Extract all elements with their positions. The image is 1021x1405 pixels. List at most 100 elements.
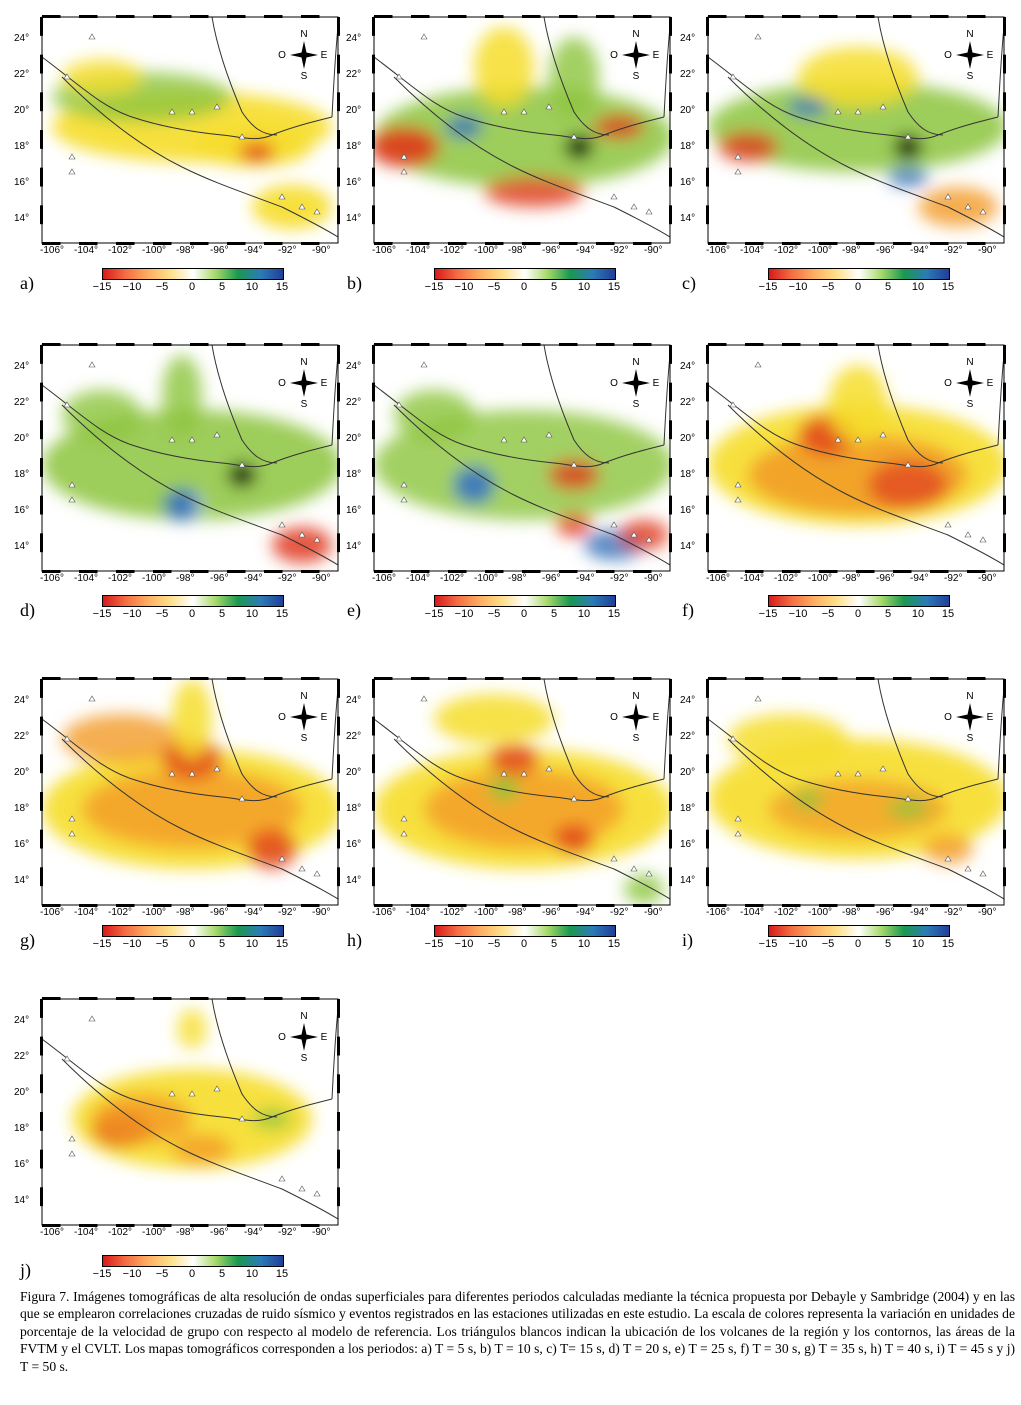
anomaly-region bbox=[252, 185, 332, 229]
lon-tick-label: -104° bbox=[74, 245, 99, 256]
volcano-triangle bbox=[278, 193, 286, 200]
lon-tick-label: -94° bbox=[910, 907, 929, 918]
coastline bbox=[374, 56, 665, 140]
lon-tick-label: -104° bbox=[74, 1227, 99, 1238]
trench-line bbox=[727, 76, 1004, 238]
lon-tick-label: -104° bbox=[406, 573, 431, 584]
volcano-triangle bbox=[63, 1055, 71, 1062]
volcano-triangle bbox=[313, 536, 321, 543]
lat-tick-label: 14° bbox=[14, 541, 30, 552]
lon-tick-label: -94° bbox=[910, 245, 929, 256]
color-scale-bar bbox=[102, 1255, 284, 1267]
volcano-triangle bbox=[520, 770, 528, 777]
volcano-triangle bbox=[238, 795, 246, 802]
volcano-triangle bbox=[188, 1090, 196, 1097]
compass-e-label: E bbox=[321, 50, 328, 61]
volcano-triangle bbox=[729, 73, 737, 80]
color-scale-bar bbox=[768, 595, 950, 607]
volcano-triangle bbox=[420, 695, 428, 702]
lon-tick-label: -104° bbox=[74, 907, 99, 918]
color-scale-tick: −5 bbox=[821, 608, 835, 620]
tomography-panel: N S E O 24° 22° 20° 18° 16° 14° -106° -104° -102° -10… bbox=[680, 677, 1012, 930]
anomaly-region bbox=[828, 365, 888, 445]
anomaly-region bbox=[918, 187, 998, 227]
tomography-map: N S E O bbox=[40, 677, 340, 907]
color-scale-tick: 0 bbox=[188, 1268, 196, 1280]
color-scale-tick: −10 bbox=[454, 608, 474, 620]
volcano-triangle bbox=[63, 73, 71, 80]
anomaly-region bbox=[923, 834, 973, 864]
anomaly-region bbox=[728, 714, 848, 764]
anomaly-region bbox=[708, 82, 1004, 172]
color-scale-tick: 5 bbox=[218, 281, 226, 293]
lon-tick-label: -100° bbox=[142, 573, 167, 584]
lat-tick-label: 24° bbox=[680, 33, 696, 44]
compass-s-label: S bbox=[301, 399, 308, 410]
tomography-map: N S E O bbox=[706, 343, 1006, 573]
anomaly-region bbox=[228, 463, 256, 487]
color-scale-tick: 0 bbox=[188, 938, 196, 950]
anomaly-region bbox=[868, 460, 948, 510]
volcano-triangle bbox=[500, 108, 508, 115]
lon-tick-label: -90° bbox=[312, 245, 331, 256]
lon-tick-label: -106° bbox=[372, 573, 397, 584]
color-scale-tick: −10 bbox=[454, 281, 474, 293]
volcano-triangle bbox=[734, 481, 742, 488]
color-scale-tick: 0 bbox=[188, 281, 196, 293]
anomaly-region bbox=[374, 87, 670, 187]
volcano-triangle bbox=[395, 73, 403, 80]
tomography-map: N S E O bbox=[40, 15, 340, 245]
volcano-triangle bbox=[754, 361, 762, 368]
lon-tick-label: -100° bbox=[808, 573, 833, 584]
lon-tick-label: -102° bbox=[440, 907, 465, 918]
volcano-triangle bbox=[313, 1190, 321, 1197]
compass-n-label: N bbox=[632, 29, 639, 40]
volcano-triangle bbox=[610, 855, 618, 862]
lat-tick-label: 16° bbox=[14, 177, 30, 188]
volcano-triangle bbox=[168, 108, 176, 115]
lat-tick-label: 20° bbox=[346, 433, 362, 444]
volcano-triangle bbox=[213, 431, 221, 438]
panel-label: g) bbox=[20, 930, 35, 950]
compass-rose: N S E O bbox=[944, 357, 994, 410]
lon-tick-label: -94° bbox=[244, 573, 263, 584]
color-scale-tick: −5 bbox=[487, 938, 501, 950]
coastline bbox=[374, 718, 665, 802]
volcano-triangle bbox=[979, 208, 987, 215]
compass-s-label: S bbox=[301, 1053, 308, 1064]
panel-label: d) bbox=[20, 600, 35, 620]
lat-tick-label: 18° bbox=[680, 803, 696, 814]
volcano-triangle bbox=[213, 103, 221, 110]
lat-tick-label: 14° bbox=[14, 1195, 30, 1206]
lon-tick-label: -102° bbox=[108, 1227, 133, 1238]
lon-tick-label: -106° bbox=[706, 907, 731, 918]
lon-tick-label: -90° bbox=[312, 573, 331, 584]
volcano-triangle bbox=[278, 1175, 286, 1182]
volcano-triangle bbox=[879, 765, 887, 772]
volcano-triangle bbox=[500, 436, 508, 443]
anomaly-region bbox=[624, 874, 664, 904]
lat-tick-label: 18° bbox=[14, 1123, 30, 1134]
lat-tick-label: 24° bbox=[14, 695, 30, 706]
compass-o-label: O bbox=[944, 50, 952, 61]
color-scale-tick: 0 bbox=[520, 281, 528, 293]
anomaly-region bbox=[718, 132, 778, 162]
compass-e-label: E bbox=[987, 712, 994, 723]
lon-tick-label: -90° bbox=[644, 907, 663, 918]
trench-line bbox=[61, 1058, 338, 1220]
lon-tick-label: -90° bbox=[978, 573, 997, 584]
lon-tick-label: -92° bbox=[944, 573, 963, 584]
color-scale-tick: −15 bbox=[92, 938, 112, 950]
trench-line bbox=[727, 738, 1004, 900]
compass-o-label: O bbox=[944, 712, 952, 723]
lon-tick-label: -104° bbox=[740, 245, 765, 256]
color-scale-tick: 15 bbox=[607, 608, 621, 620]
compass-o-label: O bbox=[610, 378, 618, 389]
lat-tick-label: 24° bbox=[680, 695, 696, 706]
color-scale-tick: −15 bbox=[424, 608, 444, 620]
lon-tick-label: -98° bbox=[176, 573, 195, 584]
volcano-triangle bbox=[500, 770, 508, 777]
anomaly-region bbox=[162, 355, 202, 435]
coastline bbox=[708, 384, 999, 468]
volcano-triangle bbox=[854, 108, 862, 115]
